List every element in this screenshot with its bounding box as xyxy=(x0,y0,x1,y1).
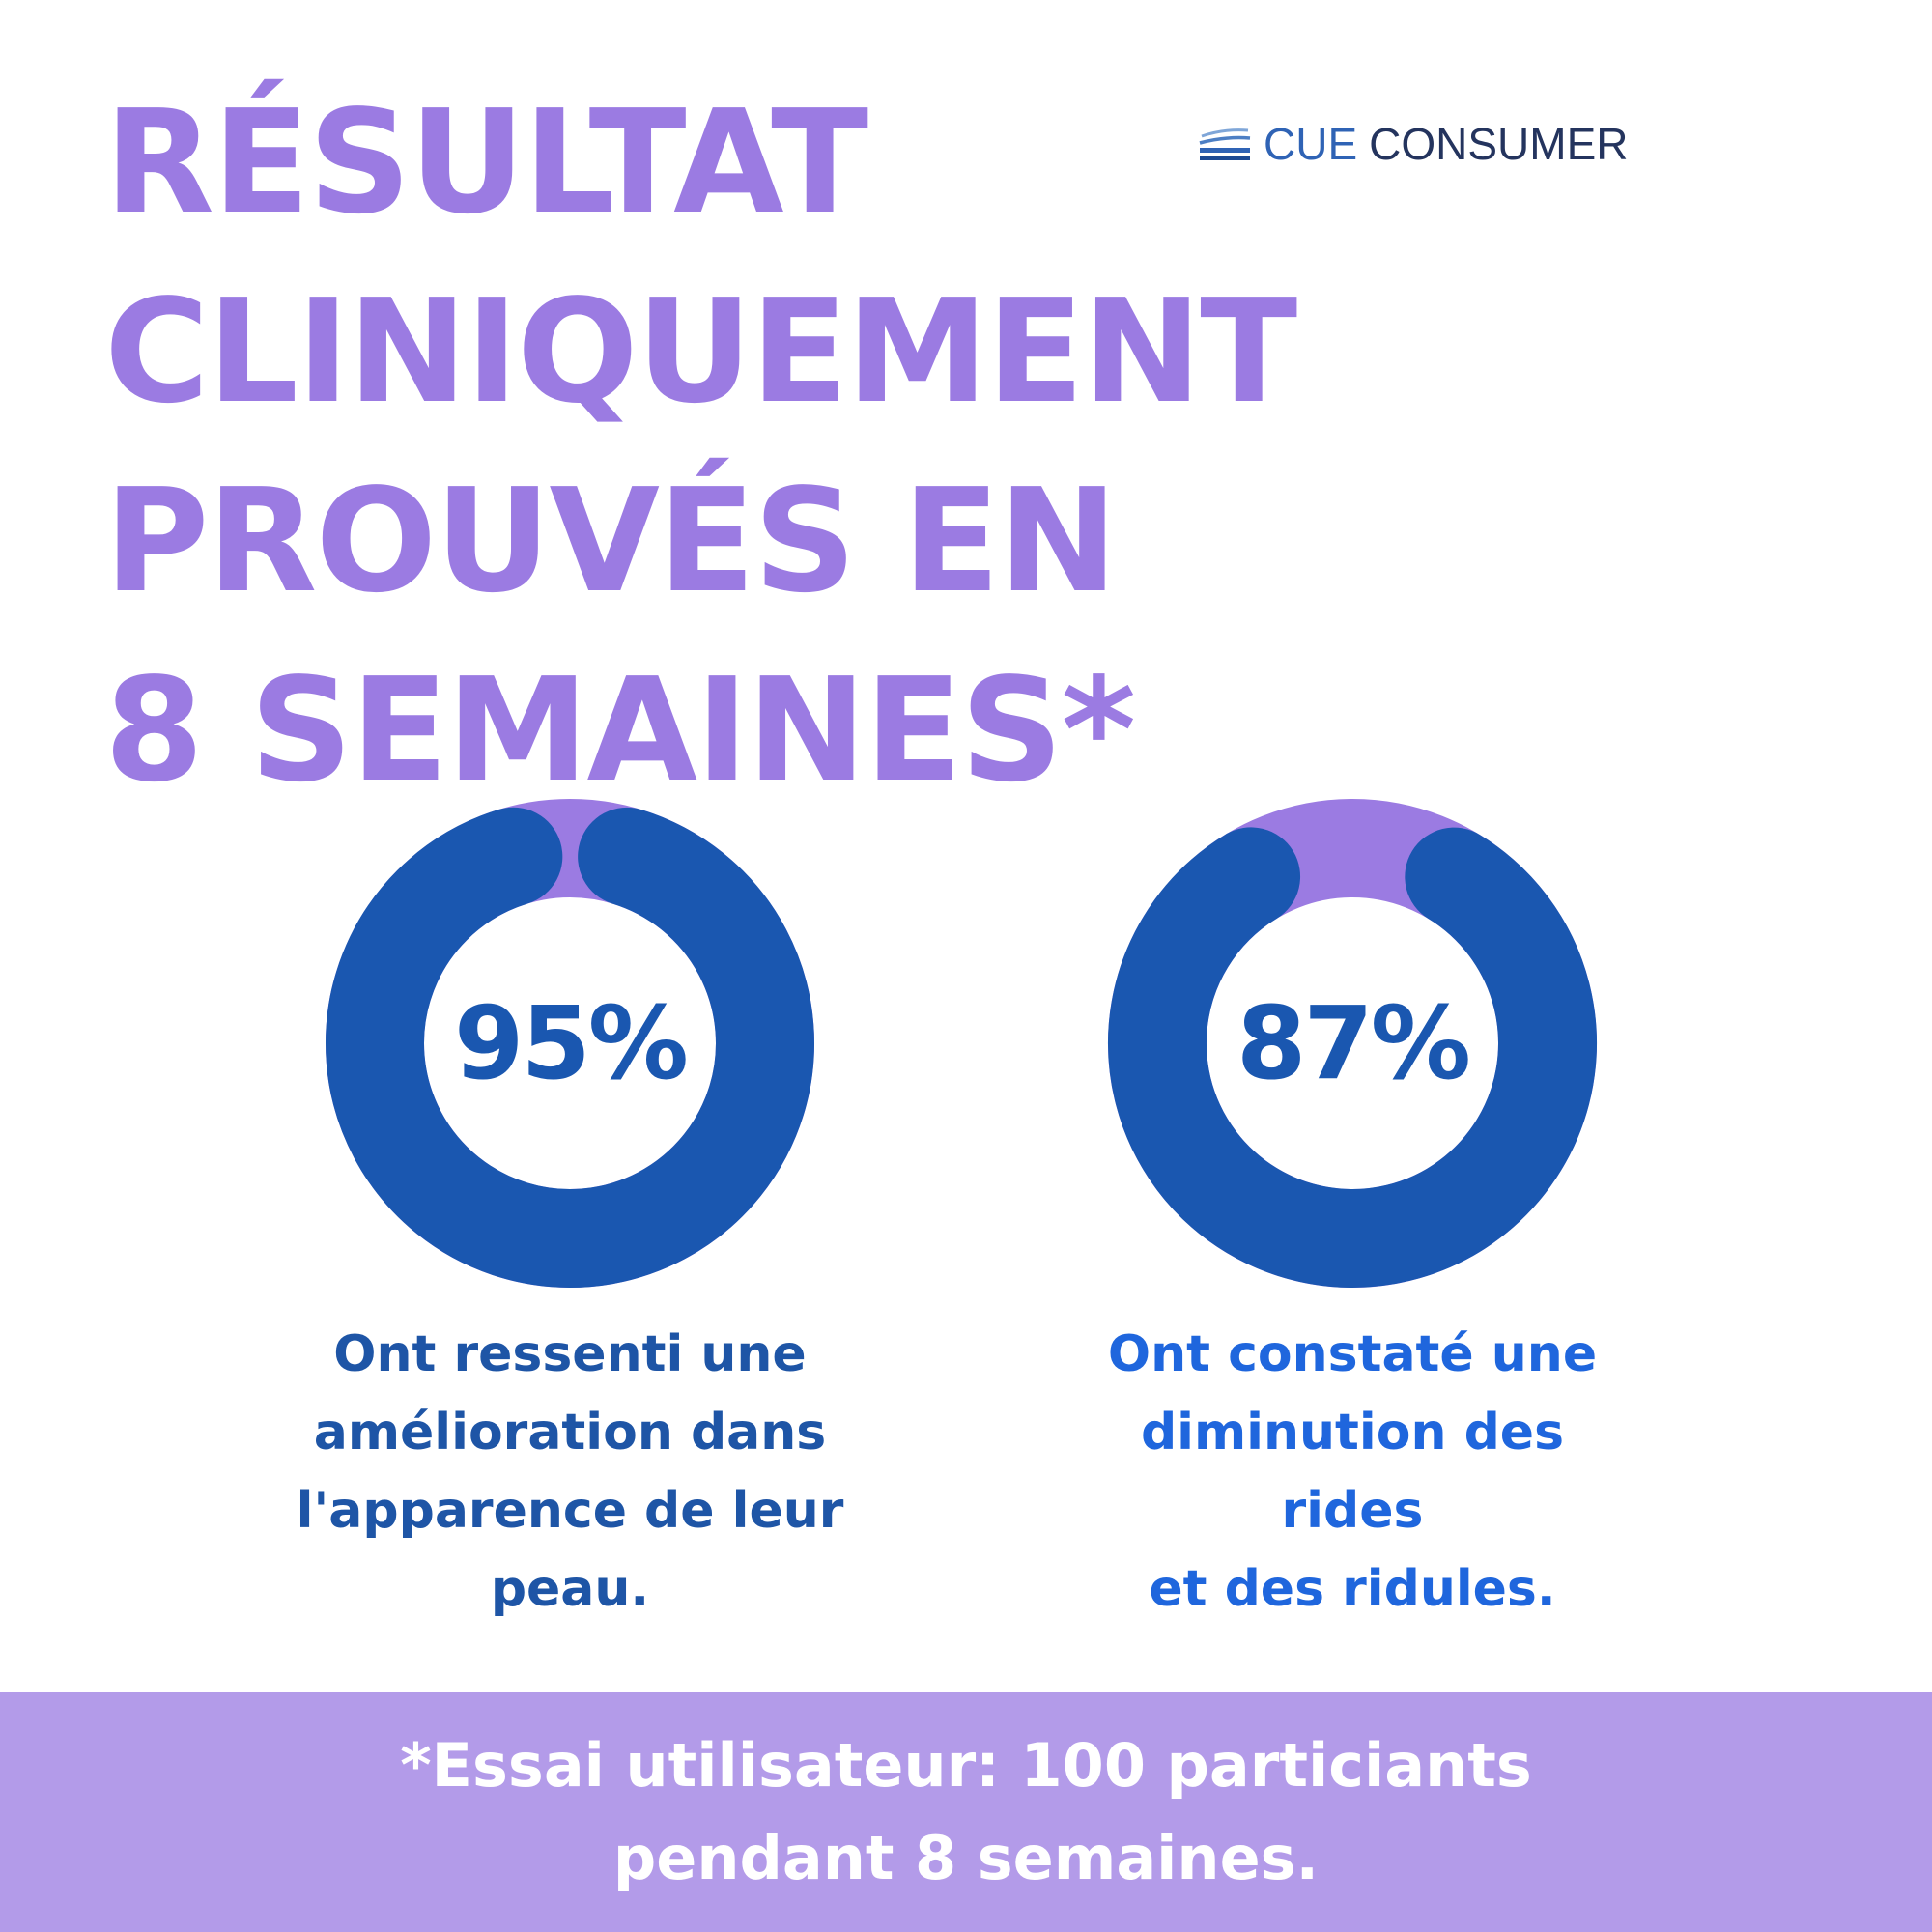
logo-word-consumer: CONSUMER xyxy=(1369,119,1629,169)
caption-line: peau. xyxy=(490,1560,650,1618)
donut-caption: Ont ressenti une amélioration dans l'app… xyxy=(261,1316,879,1629)
donut-percentage-label: 95% xyxy=(454,984,689,1102)
donut-value-arc xyxy=(1108,798,1597,1288)
donut-caption: Ont constaté une diminution des rides et… xyxy=(1043,1316,1662,1629)
brand-logo: CUE CONSUMER xyxy=(1198,118,1628,170)
donut-chart-87: 87% xyxy=(1101,792,1604,1294)
caption-line: rides xyxy=(1281,1482,1424,1540)
footnote-line: pendant 8 semaines. xyxy=(612,1823,1320,1893)
page-title: RÉSULTAT CLINIQUEMENT PROUVÉS EN 8 SEMAI… xyxy=(104,68,1297,825)
title-line: CLINIQUEMENT xyxy=(104,269,1297,435)
caption-line: diminution des xyxy=(1140,1404,1565,1462)
donut-percentage-label: 87% xyxy=(1236,984,1471,1102)
caption-line: et des ridules. xyxy=(1149,1560,1556,1618)
title-line: RÉSULTAT xyxy=(104,79,868,245)
donut-svg xyxy=(1108,798,1597,1288)
title-line: PROUVÉS EN xyxy=(104,458,1118,624)
stacked-lines-icon xyxy=(1199,128,1251,160)
caption-line: l'apparence de leur xyxy=(296,1482,844,1540)
footnote-banner: *Essai utilisateur: 100 particiants pend… xyxy=(0,1692,1932,1932)
caption-line: amélioration dans xyxy=(313,1404,827,1462)
donut-svg xyxy=(326,799,814,1288)
donut-value-arc xyxy=(326,799,814,1288)
caption-line: Ont ressenti une xyxy=(333,1325,807,1383)
logo-word-cue: CUE xyxy=(1264,119,1358,169)
title-line: 8 SEMAINES* xyxy=(104,647,1136,813)
footnote-line: *Essai utilisateur: 100 particiants xyxy=(400,1730,1532,1801)
donut-chart-95: 95% xyxy=(319,792,821,1294)
caption-line: Ont constaté une xyxy=(1107,1325,1598,1383)
